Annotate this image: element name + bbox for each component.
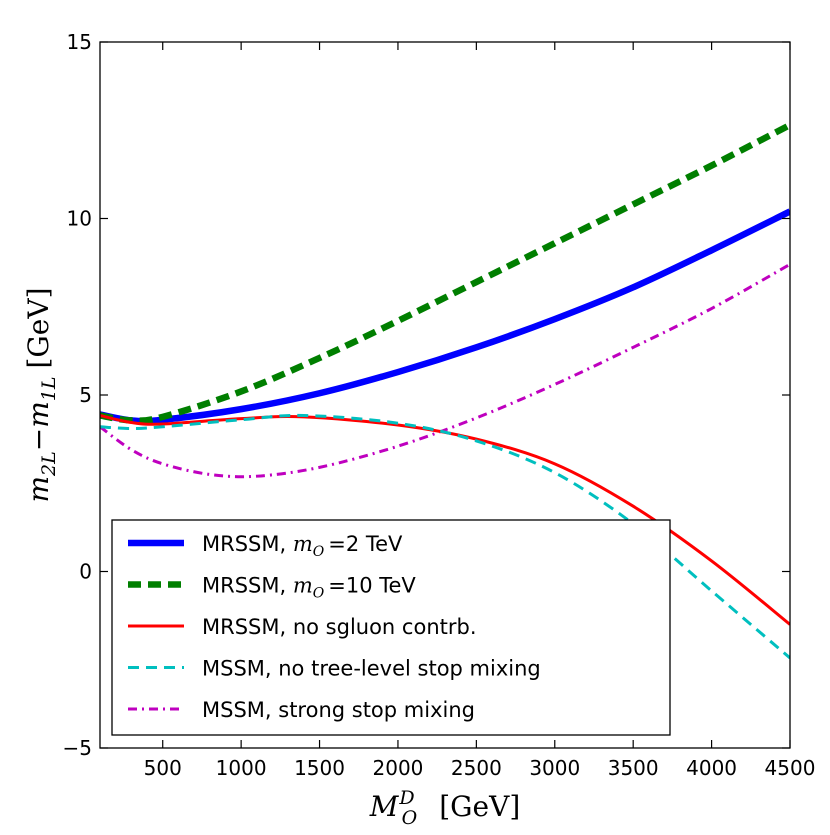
series-line-1 — [100, 122, 790, 424]
y-axis-label: m2L−m1L[GeV] — [22, 287, 60, 502]
y-tick-label: 5 — [79, 383, 92, 407]
svg-text:MDO[GeV]: MD O [GeV] — [369, 787, 521, 829]
y-tick-label: 10 — [67, 207, 92, 231]
legend: MRSSM, mO =2 TeV MRSSM, mO =10 TeV MRSSM, no… — [111, 519, 671, 736]
legend-box — [111, 519, 671, 736]
x-axis-label: MD O [GeV] — [369, 787, 521, 829]
legend-label-4: MSSM, strong stop mixing — [202, 698, 475, 722]
y-tick-label: 15 — [67, 30, 92, 54]
series-line-4 — [100, 263, 790, 479]
series-layer — [100, 122, 790, 660]
x-tick-label: 2500 — [451, 756, 502, 780]
x-tick-label: 500 — [144, 756, 182, 780]
y-tick-label: 0 — [79, 560, 92, 584]
legend-label-2: MRSSM, no sgluon contrb. — [202, 615, 477, 639]
legend-label-1: MRSSM, mO =10 TeV — [202, 574, 416, 602]
x-tick-label: 1500 — [294, 756, 345, 780]
x-tick-label: 4500 — [765, 756, 816, 780]
legend-label-0: MRSSM, mO =2 TeV — [202, 532, 403, 560]
x-tick-label: 3500 — [608, 756, 659, 780]
x-tick-label: 1000 — [216, 756, 267, 780]
y-axis: −5 0 5 10 15 — [63, 30, 790, 760]
y-tick-label: −5 — [63, 736, 92, 760]
x-tick-label: 2000 — [373, 756, 424, 780]
legend-label-3: MSSM, no tree-level stop mixing — [202, 657, 541, 681]
svg-text:m2L−m1L[GeV]: m2L−m1L[GeV] — [22, 287, 60, 502]
series-line-3 — [100, 413, 790, 660]
series-line-2 — [100, 414, 790, 626]
x-axis: 500 1000 1500 2000 2500 3000 3500 4000 4500 — [144, 42, 816, 780]
x-tick-label: 3000 — [529, 756, 580, 780]
x-tick-label: 4000 — [686, 756, 737, 780]
